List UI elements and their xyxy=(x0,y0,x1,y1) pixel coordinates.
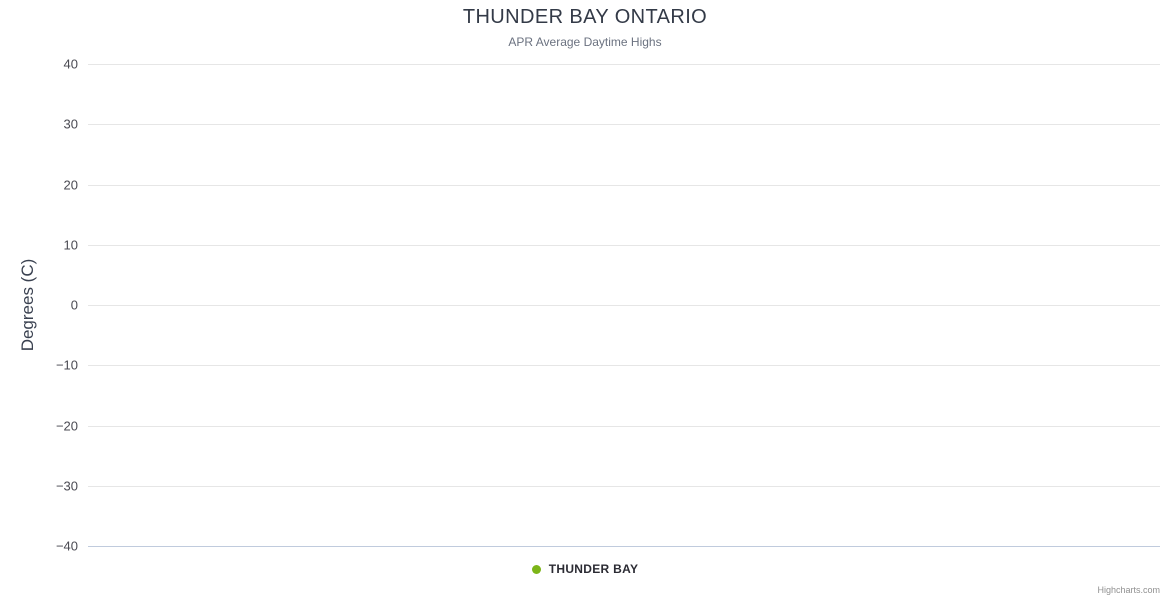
y-axis-tick-label: 20 xyxy=(63,177,78,192)
gridline xyxy=(88,244,1160,246)
chart-subtitle: APR Average Daytime Highs xyxy=(508,35,662,49)
legend-item[interactable]: THUNDER BAY xyxy=(531,562,639,576)
y-axis-tick-label: 30 xyxy=(63,116,78,132)
legend-circle-marker-icon xyxy=(531,564,541,574)
gridline xyxy=(88,184,1160,186)
gridline xyxy=(88,365,1160,367)
gridline xyxy=(88,305,1160,306)
y-axis-tick-label: 10 xyxy=(63,237,78,253)
chart-title: THUNDER BAY ONTARIO xyxy=(462,6,708,28)
chart-legend: THUNDER BAY xyxy=(0,562,1170,576)
plot-area xyxy=(88,64,1160,547)
y-axis-tick-label: −20 xyxy=(55,418,78,433)
gridline xyxy=(88,64,1160,65)
y-axis-tick-label: 0 xyxy=(70,297,78,313)
gridline xyxy=(88,485,1160,487)
x-axis-line xyxy=(88,546,1160,547)
highcharts-credit-link[interactable]: Highcharts.com xyxy=(1097,585,1160,595)
gridline xyxy=(88,425,1160,427)
gridline xyxy=(88,124,1160,126)
y-axis-tick-label: 40 xyxy=(63,56,78,72)
y-axis-tick-label: −30 xyxy=(55,478,78,494)
y-axis-tick-labels: 40 30 20 10 0 −10 −20 −30 −40 xyxy=(0,57,78,554)
y-axis-tick-label: −10 xyxy=(55,357,78,373)
legend-item-label: THUNDER BAY xyxy=(548,562,639,576)
y-axis-tick-label: −40 xyxy=(55,538,78,554)
